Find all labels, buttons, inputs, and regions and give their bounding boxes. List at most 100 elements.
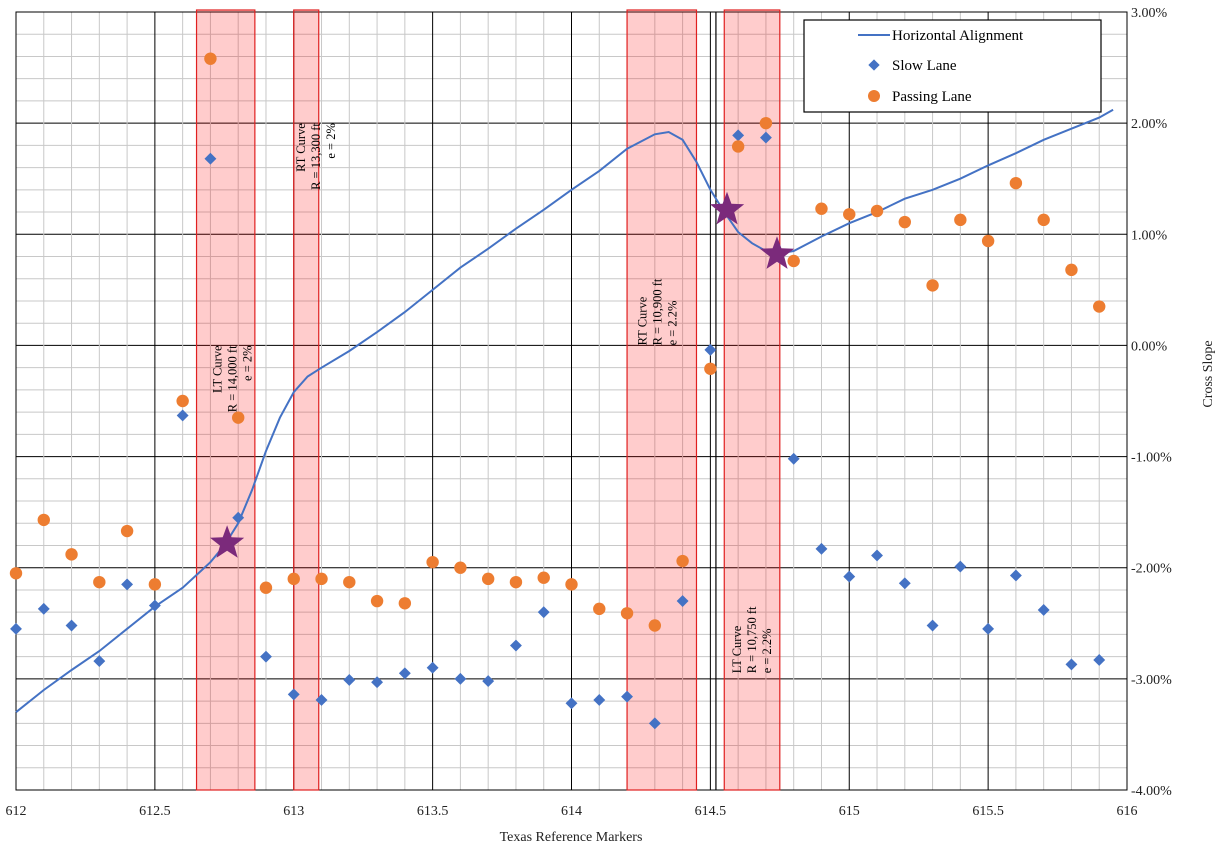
passing-lane-point — [704, 362, 717, 375]
slow-lane-point — [898, 577, 911, 590]
data-markers — [9, 52, 1106, 730]
passing-lane-point — [93, 575, 106, 589]
slow-lane-point — [1065, 658, 1078, 671]
x-tick-label: 613 — [283, 804, 304, 819]
y-axis-title: Cross Slope — [1201, 340, 1216, 407]
curve-label-line: RT Curve — [635, 296, 649, 345]
slow-lane-point — [926, 619, 939, 632]
x-tick-label: 615 — [839, 804, 860, 819]
passing-lane-point — [648, 619, 662, 632]
x-tick-label: 614 — [561, 804, 582, 819]
passing-lane-point — [287, 572, 300, 586]
star-markers — [210, 191, 795, 558]
slow-lane-point — [260, 650, 272, 663]
passing-lane-point — [787, 254, 800, 268]
passing-lane-point — [1065, 263, 1078, 277]
slow-lane-point — [954, 560, 967, 573]
slow-lane-point — [37, 602, 50, 615]
passing-lane-point — [1093, 300, 1106, 313]
star-marker — [709, 191, 745, 225]
curve-label-line: e = 2.2% — [760, 628, 774, 673]
slow-lane-point — [510, 639, 522, 652]
slow-lane-point — [93, 655, 106, 668]
slow-lane-point — [65, 619, 78, 632]
passing-lane-point — [65, 548, 78, 561]
x-tick-label: 615.5 — [972, 804, 1004, 819]
passing-lane-point — [176, 394, 189, 408]
y-tick-label: -4.00% — [1131, 784, 1172, 799]
passing-lane-point — [843, 208, 856, 221]
passing-lane-point — [370, 594, 384, 608]
star-marker — [210, 525, 245, 558]
legend-box — [803, 19, 1102, 113]
passing-lane-point — [593, 602, 606, 616]
slow-lane-point — [426, 661, 439, 674]
passing-lane-point — [981, 234, 995, 248]
slow-lane-point — [287, 688, 300, 701]
curve-bands: LT Curve R = 14,000 ft e = 2%RT Curve R = 1… — [195, 9, 781, 791]
passing-lane-point — [815, 202, 828, 215]
y-tick-label: 2.00% — [1131, 117, 1168, 132]
slow-lane-point — [1037, 604, 1050, 616]
passing-lane-point — [343, 575, 356, 589]
slow-lane-point — [871, 549, 883, 562]
x-tick-label: 613.5 — [417, 804, 449, 819]
passing-lane-point — [232, 411, 245, 424]
curve-label-2: RT Curve R = 10,900 ft e = 2.2% — [635, 278, 679, 345]
passing-lane-point — [620, 607, 634, 620]
slow-lane-point — [565, 697, 578, 710]
slow-lane-point — [787, 452, 800, 465]
passing-lane-point — [537, 571, 550, 584]
alignment-line-layer — [15, 108, 1114, 713]
passing-lane-point — [37, 513, 50, 527]
slow-lane-point — [176, 409, 189, 422]
curve-label-line: LT Curve — [730, 625, 744, 673]
curve-label-line: R = 13,300 ft — [309, 123, 323, 190]
slow-lane-point — [704, 343, 717, 356]
slow-lane-point — [482, 675, 495, 688]
legend-label-alignment: Horizontal Alignment — [892, 28, 1024, 44]
passing-lane-point — [1009, 176, 1023, 190]
curve-label-line: RT Curve — [294, 123, 308, 172]
passing-lane-point — [509, 575, 523, 589]
curve-label-line: e = 2.2% — [665, 301, 679, 346]
x-axis-title: Texas Reference Markers — [500, 830, 643, 845]
passing-lane-point — [759, 116, 773, 130]
passing-lane-point — [454, 561, 467, 574]
slow-lane-point — [815, 542, 828, 555]
passing-lane-point — [426, 555, 439, 569]
passing-lane-point — [259, 581, 273, 594]
passing-lane-point — [481, 572, 495, 586]
passing-lane-point — [148, 578, 162, 591]
slow-lane-point — [1093, 654, 1106, 666]
legend-swatch-passing — [868, 90, 880, 102]
y-tick-label: -3.00% — [1131, 673, 1172, 688]
plot-frame — [15, 11, 1128, 791]
slow-lane-point — [759, 131, 772, 144]
curve-band-0 — [195, 9, 256, 791]
passing-lane-point — [120, 524, 134, 538]
curve-label-line: R = 10,900 ft — [650, 278, 664, 345]
slow-lane-point — [648, 717, 661, 730]
y-tick-label: 0.00% — [1131, 339, 1168, 354]
curve-band-3 — [723, 9, 781, 791]
y-tick-label: -2.00% — [1131, 562, 1172, 577]
star-marker — [759, 236, 795, 269]
legend-label-slow: Slow Lane — [892, 58, 957, 74]
slow-lane-point — [398, 667, 411, 680]
slow-lane-point — [10, 622, 22, 635]
slow-lane-point — [982, 622, 995, 635]
slow-lane-point — [454, 672, 467, 685]
y-tick-label: -1.00% — [1131, 451, 1172, 466]
slow-lane-point — [121, 578, 134, 591]
passing-lane-point — [731, 140, 745, 153]
slow-lane-point — [843, 570, 856, 583]
passing-lane-point — [565, 578, 578, 591]
curve-label-line: LT Curve — [211, 345, 225, 393]
slow-lane-point — [343, 674, 356, 686]
slow-lane-point — [1009, 569, 1022, 582]
curve-label-0: LT Curve R = 14,000 ft e = 2% — [211, 345, 255, 412]
legend: Horizontal Alignment Slow Lane Passing L… — [803, 19, 1102, 113]
passing-lane-point — [954, 213, 967, 227]
